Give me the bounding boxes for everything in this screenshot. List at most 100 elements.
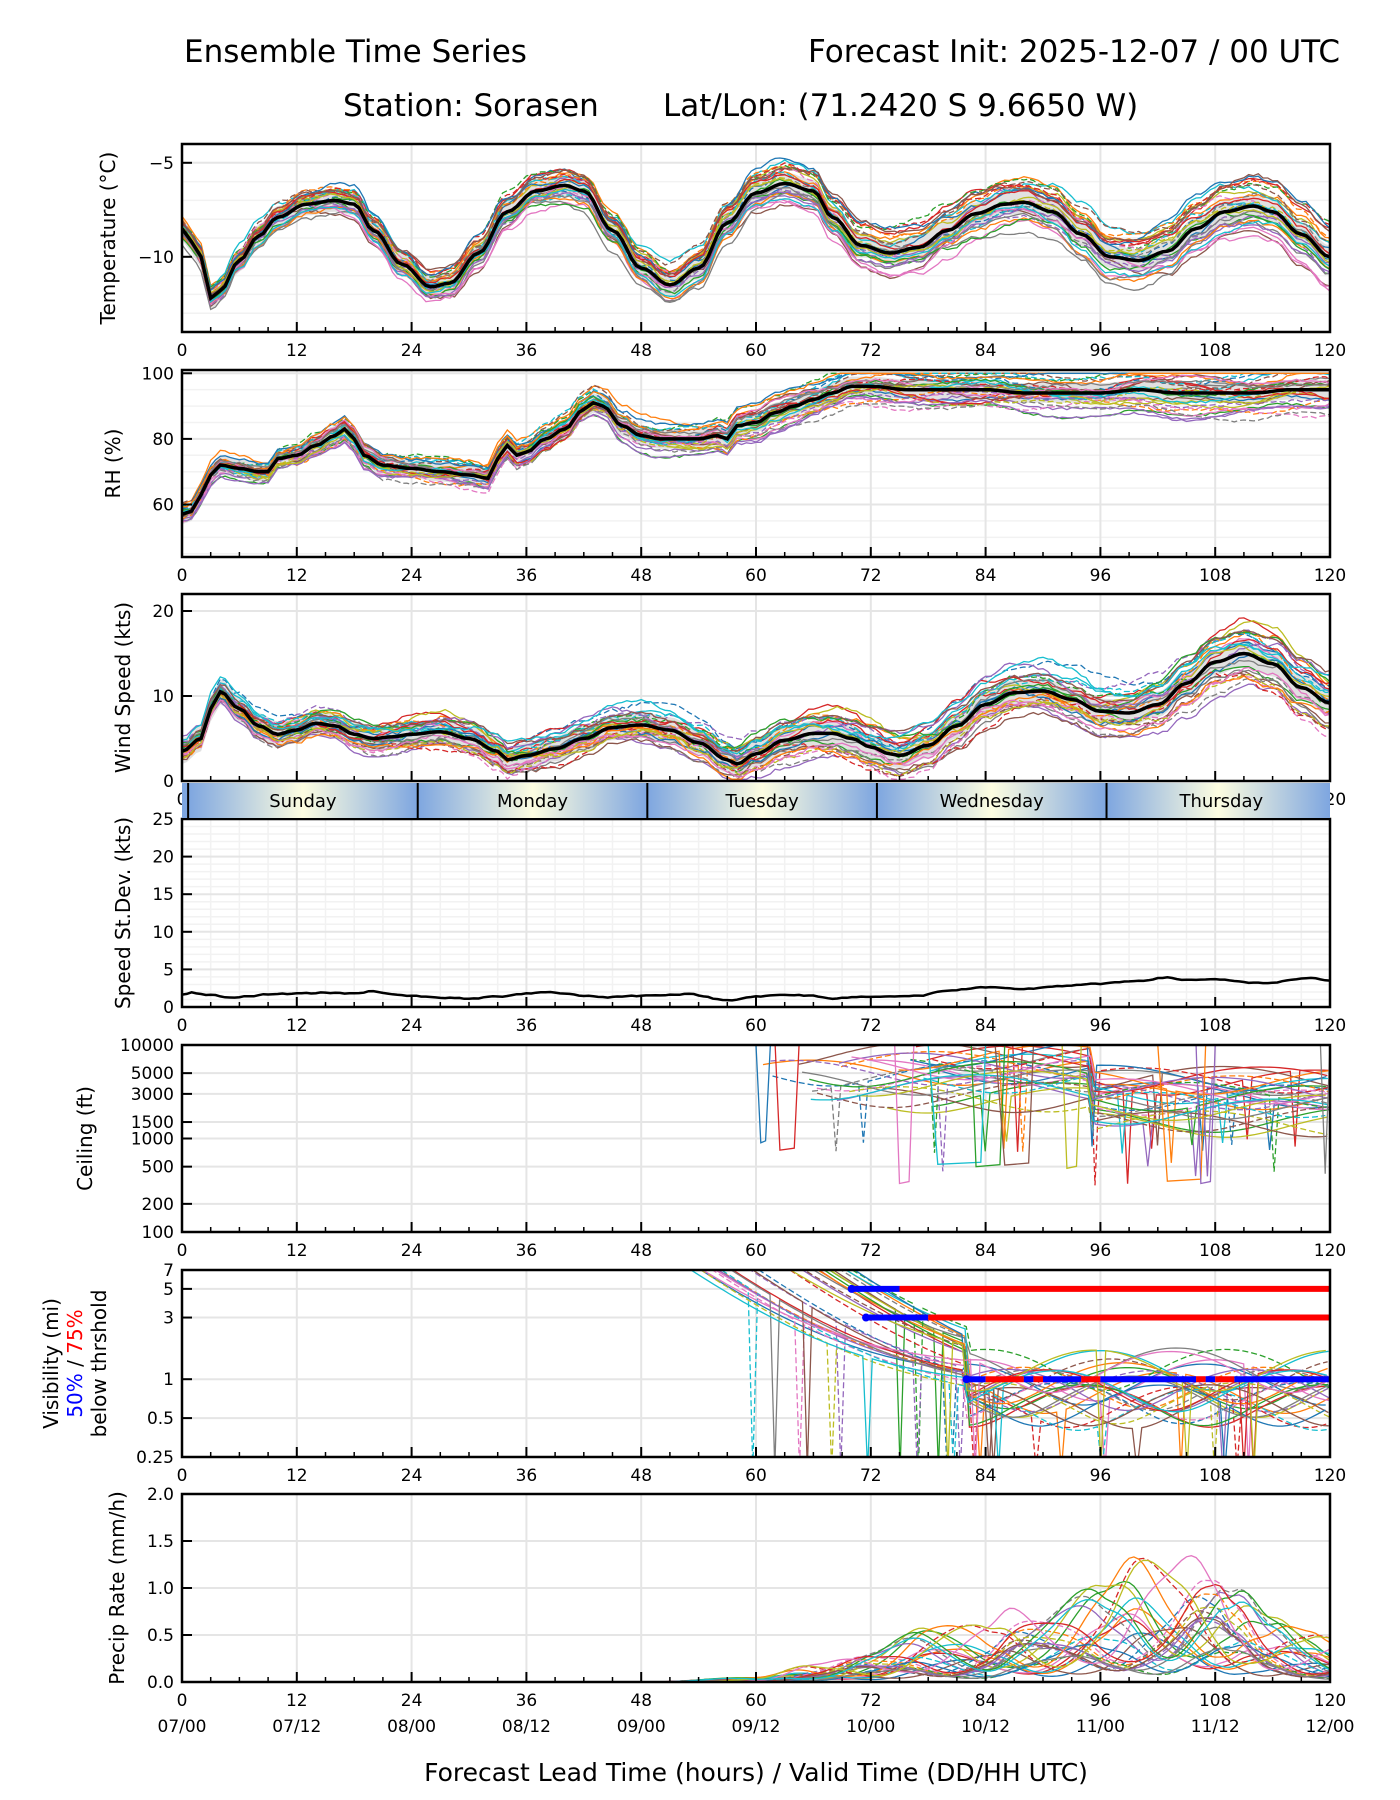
ensemble-member-line [751, 1270, 1329, 1457]
y-axis-label: Visibility (mi) [39, 1298, 63, 1429]
ensemble-member-line [182, 400, 1330, 517]
x-tick-label-valid-time: 08/00 [387, 1717, 436, 1737]
ensemble-member-line [849, 1086, 1328, 1136]
ensemble-member-line [182, 167, 1330, 294]
x-tick-label: 48 [630, 566, 652, 586]
day-label-wednesday: Wednesday [940, 791, 1045, 812]
x-tick-label-valid-time: 11/00 [1076, 1717, 1125, 1737]
day-label-monday: Monday [497, 791, 568, 812]
ensemble-member-line [641, 1620, 1330, 1682]
x-tick-label: 120 [1314, 566, 1346, 586]
y-tick-label: 1 [163, 1370, 174, 1390]
ensemble-member-line [910, 1058, 1327, 1172]
plot-area-rh [182, 372, 1330, 525]
ensemble-member-line [182, 659, 1330, 762]
plot-area-speed_stdev [182, 976, 1330, 1002]
x-tick-label: 36 [516, 341, 538, 361]
y-tick-label: 0 [163, 772, 174, 792]
x-tick-label: 12 [286, 1016, 308, 1036]
day-band-segment [647, 783, 877, 818]
panel-ceiling: 0 12 24 36 48 60 72 84 96 108 120 100 200 500 10001500… [73, 1036, 1346, 1261]
y-axis-label-threshold: below thrshold [87, 1290, 111, 1438]
ensemble-member-line [839, 1270, 1329, 1412]
ensemble-member-line [182, 643, 1330, 755]
x-tick-label-valid-time: 07/00 [158, 1717, 207, 1737]
y-tick-label: 200 [142, 1195, 174, 1215]
y-tick-label: 10 [152, 687, 174, 707]
x-tick-label-valid-time: 10/00 [846, 1717, 895, 1737]
ensemble-member-line [886, 1087, 1328, 1142]
panel-rh: 0 12 24 36 48 60 72 84 96 108 120 60 80 100 RH (%) [101, 364, 1346, 586]
ensemble-member-line [182, 164, 1330, 292]
x-axis-label: Forecast Lead Time (hours) / Valid Time … [424, 1758, 1088, 1787]
ensemble-member-line [182, 389, 1330, 518]
title-latlon: Lat/Lon: (71.2420 S 9.6650 W) [663, 88, 1139, 124]
ensemble-member-line [930, 1053, 1328, 1154]
ensemble-member-line [182, 381, 1330, 513]
day-band-segment [188, 783, 418, 818]
x-tick-label: 24 [401, 566, 423, 586]
ensemble-member-line [844, 1270, 1329, 1457]
day-label-thursday: Thursday [1178, 791, 1263, 812]
y-tick-label: 80 [152, 430, 174, 450]
y-tick-label: 5 [163, 1280, 174, 1300]
title-left: Ensemble Time Series [184, 34, 527, 70]
y-tick-label: 2.0 [147, 1485, 174, 1505]
panel-speed_stdev: 0 12 24 36 48 60 72 84 96 108 120 0 5 10 15 20 25 Speed S… [111, 810, 1346, 1036]
ceiling-dip-line [1319, 1045, 1330, 1174]
x-tick-label: 84 [975, 1241, 997, 1261]
ensemble-member-line [182, 379, 1330, 515]
ensemble-member-line [182, 173, 1330, 299]
x-tick-label: 0 [177, 1691, 188, 1711]
ensemble-member-line [182, 666, 1330, 778]
plot-area-ceiling [755, 1045, 1330, 1186]
day-band: Sunday Monday Tuesday Wednesday Thursday [182, 783, 1330, 818]
x-tick-label: 24 [401, 1466, 423, 1486]
y-tick-label: 3 [163, 1309, 174, 1329]
x-tick-label: 48 [630, 1691, 652, 1711]
ensemble-member-line [182, 398, 1330, 523]
x-tick-label: 84 [975, 1016, 997, 1036]
x-tick-label: 72 [860, 1016, 882, 1036]
y-tick-label: 5000 [131, 1064, 174, 1084]
x-tick-label: 96 [1090, 1016, 1112, 1036]
x-tick-label: 12 [286, 341, 308, 361]
ensemble-member-line [789, 1270, 1326, 1457]
x-tick-label: 48 [630, 1466, 652, 1486]
x-tick-label: 84 [975, 566, 997, 586]
y-tick-label: −5 [149, 154, 174, 174]
x-tick-label: 96 [1090, 1466, 1112, 1486]
plot-area-visibility [689, 1270, 1330, 1457]
y-tick-label: 500 [142, 1158, 174, 1178]
y-axis-label: Temperature (°C) [96, 152, 120, 326]
x-tick-label: 120 [1314, 1466, 1346, 1486]
x-tick-label: 12 [286, 566, 308, 586]
ensemble-member-line [182, 162, 1330, 291]
x-tick-label: 72 [860, 1241, 882, 1261]
x-tick-label: 12 [286, 1466, 308, 1486]
ensemble-member-line [182, 374, 1330, 518]
x-tick-label: 36 [516, 1016, 538, 1036]
ensemble-member-line [689, 1270, 1327, 1457]
x-tick-label: 60 [745, 341, 767, 361]
x-tick-label: 120 [1314, 1016, 1346, 1036]
y-tick-label: 0.5 [147, 1626, 174, 1646]
y-axis-label: Speed St.Dev. (kts) [111, 817, 135, 1009]
x-tick-label: 36 [516, 1241, 538, 1261]
ensemble-member-line [641, 1596, 1330, 1682]
ensemble-member-line [182, 177, 1330, 297]
x-tick-label: 60 [745, 1016, 767, 1036]
ensemble-member-line [926, 1047, 1329, 1097]
ensemble-member-line [749, 1270, 1330, 1457]
y-tick-label: 25 [152, 810, 174, 830]
ensemble-member-line [856, 1070, 1326, 1121]
percentile-50-label: 50% [63, 1373, 87, 1417]
y-tick-label: 0 [163, 998, 174, 1018]
ensemble-member-line [182, 629, 1330, 757]
x-tick-label: 24 [401, 341, 423, 361]
x-tick-label-valid-time: 09/12 [732, 1717, 781, 1737]
y-tick-label: 3000 [131, 1085, 174, 1105]
x-tick-label: 72 [860, 1691, 882, 1711]
ensemble-member-line [812, 1066, 1329, 1152]
plot-area-temperature [182, 157, 1330, 311]
